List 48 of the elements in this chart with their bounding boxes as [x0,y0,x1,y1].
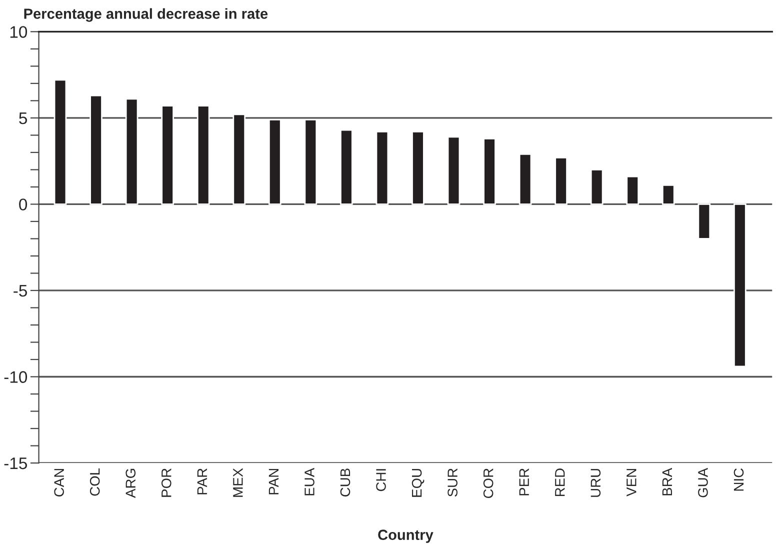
y-tick-label: 5 [19,112,27,124]
bar [90,94,102,205]
y-tick-label: 10 [10,26,28,38]
x-tick-label: GUA [698,468,708,498]
x-tick-label: COR [483,468,494,498]
x-tick-label: SUR [448,468,458,497]
bar [483,138,496,205]
bar [554,156,568,205]
bar [662,184,675,205]
y-tick-label: -15 [4,458,27,470]
y-tick-label: -10 [4,371,28,383]
bar [232,114,246,205]
x-tick-label: EUA [304,468,314,496]
x-tick-label: CAN [54,469,64,496]
x-tick-label: POR [161,468,172,497]
bar [304,118,318,205]
x-axis-title: Country [378,530,434,543]
x-tick-label: CHI [376,469,386,492]
x-tick-label: CUB [340,468,350,496]
bar [698,204,711,240]
bar [626,176,640,205]
bar [590,169,604,205]
x-tick-label: MEX [233,468,243,497]
bar [734,204,746,368]
bar [447,136,460,205]
x-tick-label: BRA [662,468,672,496]
y-axis-title: Percentage annual decrease in rate [24,8,268,22]
bar [161,105,174,205]
y-tick-label: -5 [14,285,27,297]
x-tick-label: EQU [412,468,424,497]
x-tick-label: NIC [734,468,744,491]
x-tick-label: PAR [197,468,207,494]
bar [412,131,424,205]
bar [376,131,389,205]
x-tick-label: ARG [126,468,136,498]
bar [518,153,532,205]
bar [54,79,67,205]
bar [196,105,210,205]
x-tick-label: PER [519,468,529,496]
bar [340,129,353,205]
bar [268,118,282,205]
x-tick-label: COL [90,468,100,496]
bar [125,98,138,205]
y-tick-label: 0 [19,198,28,210]
x-tick-label: URU [590,468,601,497]
x-tick-label: VEN [626,469,636,496]
x-tick-label: RED [555,468,565,496]
x-tick-label: PAN [268,469,278,494]
